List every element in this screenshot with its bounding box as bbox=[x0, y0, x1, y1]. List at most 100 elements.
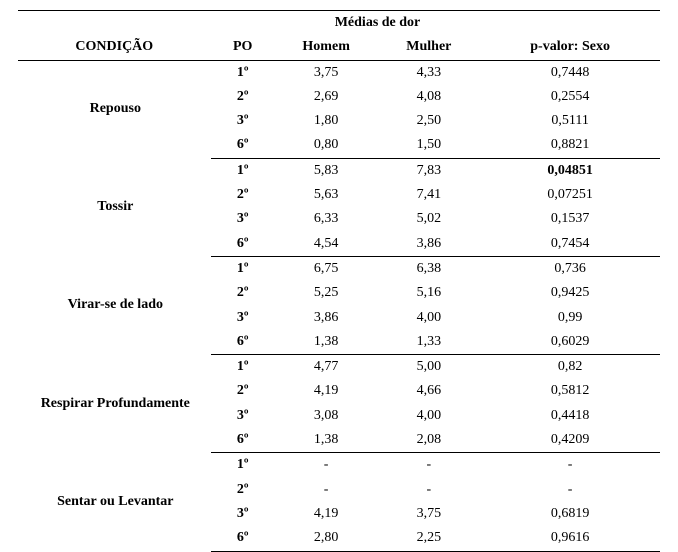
po-cell: 2º bbox=[211, 478, 275, 502]
po-cell: 2º bbox=[211, 183, 275, 207]
homem-cell: 1,80 bbox=[275, 109, 378, 133]
header-medias: Médias de dor bbox=[275, 11, 480, 36]
mulher-cell: 4,33 bbox=[378, 60, 481, 85]
condition-cell: Virar-se de lado bbox=[18, 256, 211, 354]
pvalue-cell: 0,82 bbox=[480, 355, 660, 380]
pvalue-cell: 0,8821 bbox=[480, 133, 660, 158]
mulher-cell: - bbox=[378, 453, 481, 478]
po-cell: 6º bbox=[211, 526, 275, 551]
pvalue-cell: 0,7448 bbox=[480, 60, 660, 85]
mulher-cell: 1,33 bbox=[378, 330, 481, 355]
po-cell: 1º bbox=[211, 60, 275, 85]
pvalue-cell: 0,1537 bbox=[480, 207, 660, 231]
po-cell: 6º bbox=[211, 428, 275, 453]
table-body: Repouso1º3,754,330,74482º2,694,080,25543… bbox=[18, 60, 660, 551]
pvalue-cell: - bbox=[480, 478, 660, 502]
po-cell: 1º bbox=[211, 158, 275, 183]
po-cell: 1º bbox=[211, 453, 275, 478]
po-cell: 2º bbox=[211, 281, 275, 305]
table-row: Respirar Profundamente1º4,775,000,82 bbox=[18, 355, 660, 380]
homem-cell: - bbox=[275, 453, 378, 478]
mulher-cell: 4,66 bbox=[378, 379, 481, 403]
mulher-cell: 5,16 bbox=[378, 281, 481, 305]
po-cell: 3º bbox=[211, 404, 275, 428]
mulher-cell: 2,25 bbox=[378, 526, 481, 551]
mulher-cell: 6,38 bbox=[378, 256, 481, 281]
condition-cell: Repouso bbox=[18, 60, 211, 158]
po-cell: 3º bbox=[211, 207, 275, 231]
homem-cell: 4,54 bbox=[275, 232, 378, 257]
po-cell: 6º bbox=[211, 330, 275, 355]
mulher-cell: 7,41 bbox=[378, 183, 481, 207]
homem-cell: 4,77 bbox=[275, 355, 378, 380]
po-cell: 2º bbox=[211, 379, 275, 403]
pvalue-cell: 0,9616 bbox=[480, 526, 660, 551]
homem-cell: 3,75 bbox=[275, 60, 378, 85]
mulher-cell: - bbox=[378, 478, 481, 502]
mulher-cell: 2,50 bbox=[378, 109, 481, 133]
homem-cell: 5,63 bbox=[275, 183, 378, 207]
pvalue-cell: - bbox=[480, 453, 660, 478]
pvalue-cell: 0,5812 bbox=[480, 379, 660, 403]
mulher-cell: 1,50 bbox=[378, 133, 481, 158]
table-header-row-2: CONDIÇÃO PO Homem Mulher p-valor: Sexo bbox=[18, 35, 660, 60]
pvalue-cell: 0,9425 bbox=[480, 281, 660, 305]
condition-cell: Tossir bbox=[18, 158, 211, 256]
pvalue-cell: 0,07251 bbox=[480, 183, 660, 207]
mulher-cell: 5,00 bbox=[378, 355, 481, 380]
mulher-cell: 4,08 bbox=[378, 85, 481, 109]
mulher-cell: 5,02 bbox=[378, 207, 481, 231]
condition-cell: Sentar ou Levantar bbox=[18, 453, 211, 551]
homem-cell: 6,33 bbox=[275, 207, 378, 231]
mulher-cell: 4,00 bbox=[378, 306, 481, 330]
pvalue-cell: 0,2554 bbox=[480, 85, 660, 109]
homem-cell: 5,25 bbox=[275, 281, 378, 305]
homem-cell: 1,38 bbox=[275, 428, 378, 453]
mulher-cell: 7,83 bbox=[378, 158, 481, 183]
table-row: Repouso1º3,754,330,7448 bbox=[18, 60, 660, 85]
table-header-row-1: Médias de dor bbox=[18, 11, 660, 36]
po-cell: 3º bbox=[211, 502, 275, 526]
homem-cell: 2,80 bbox=[275, 526, 378, 551]
homem-cell: 4,19 bbox=[275, 379, 378, 403]
header-homem: Homem bbox=[275, 35, 378, 60]
homem-cell: 1,38 bbox=[275, 330, 378, 355]
header-mulher: Mulher bbox=[378, 35, 481, 60]
mulher-cell: 4,00 bbox=[378, 404, 481, 428]
table-row: Sentar ou Levantar1º--- bbox=[18, 453, 660, 478]
homem-cell: 5,83 bbox=[275, 158, 378, 183]
po-cell: 3º bbox=[211, 306, 275, 330]
pain-means-table: Médias de dor CONDIÇÃO PO Homem Mulher p… bbox=[18, 10, 660, 552]
header-pvalor: p-valor: Sexo bbox=[480, 35, 660, 60]
po-cell: 1º bbox=[211, 256, 275, 281]
condition-cell: Respirar Profundamente bbox=[18, 355, 211, 453]
po-cell: 6º bbox=[211, 133, 275, 158]
po-cell: 6º bbox=[211, 232, 275, 257]
mulher-cell: 3,75 bbox=[378, 502, 481, 526]
pvalue-cell: 0,4418 bbox=[480, 404, 660, 428]
pvalue-cell: 0,4209 bbox=[480, 428, 660, 453]
pvalue-cell: 0,6819 bbox=[480, 502, 660, 526]
po-cell: 3º bbox=[211, 109, 275, 133]
table-row: Tossir1º5,837,830,04851 bbox=[18, 158, 660, 183]
mulher-cell: 2,08 bbox=[378, 428, 481, 453]
po-cell: 1º bbox=[211, 355, 275, 380]
pvalue-cell: 0,7454 bbox=[480, 232, 660, 257]
homem-cell: 3,08 bbox=[275, 404, 378, 428]
pvalue-cell: 0,99 bbox=[480, 306, 660, 330]
homem-cell: 0,80 bbox=[275, 133, 378, 158]
homem-cell: 2,69 bbox=[275, 85, 378, 109]
po-cell: 2º bbox=[211, 85, 275, 109]
pvalue-cell: 0,5111 bbox=[480, 109, 660, 133]
header-po: PO bbox=[211, 35, 275, 60]
header-condicao: CONDIÇÃO bbox=[18, 35, 211, 60]
homem-cell: 3,86 bbox=[275, 306, 378, 330]
homem-cell: 6,75 bbox=[275, 256, 378, 281]
table-row: Virar-se de lado1º6,756,380,736 bbox=[18, 256, 660, 281]
pvalue-cell: 0,6029 bbox=[480, 330, 660, 355]
homem-cell: 4,19 bbox=[275, 502, 378, 526]
pvalue-cell: 0,04851 bbox=[480, 158, 660, 183]
homem-cell: - bbox=[275, 478, 378, 502]
mulher-cell: 3,86 bbox=[378, 232, 481, 257]
pvalue-cell: 0,736 bbox=[480, 256, 660, 281]
